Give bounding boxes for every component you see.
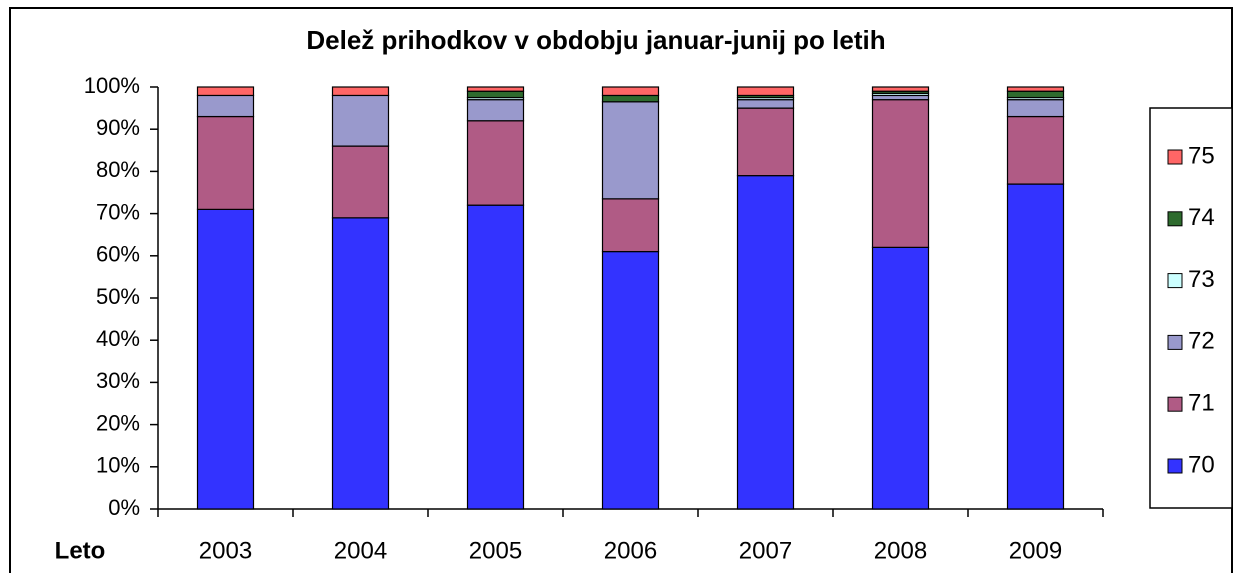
x-tick-label: 2009 [1009,537,1062,564]
chart-title: Delež prihodkov v obdobju januar-junij p… [306,25,885,55]
y-tick-label: 10% [96,453,140,478]
legend-label: 74 [1188,204,1215,231]
legend-swatch [1167,149,1183,165]
legend-label: 70 [1188,451,1215,478]
bar-segment [871,246,930,510]
bar-segment [736,107,795,177]
y-tick-label: 100% [84,73,140,98]
bar-segment [466,120,525,206]
bar-segment [601,86,660,97]
x-tick-label: 2008 [874,537,927,564]
bar-segment [466,204,525,510]
bar-segment [871,99,930,248]
bar-segment [871,94,930,101]
bar-segment [1006,99,1065,118]
bar-segment [601,198,660,253]
legend-swatch [1167,211,1183,227]
x-tick-label: 2007 [739,537,792,564]
y-tick-label: 50% [96,284,140,309]
bar-segment [196,115,255,210]
bar-segment [736,86,795,97]
legend-swatch [1167,396,1183,412]
bar-segment [196,86,255,97]
legend-swatch [1167,334,1183,350]
x-tick-label: 2003 [199,537,252,564]
y-tick-label: 70% [96,199,140,224]
bar-segment [196,94,255,118]
legend-label: 71 [1188,390,1215,417]
bar-segment [466,86,525,92]
legend-box [1149,107,1233,509]
x-tick-label: 2006 [604,537,657,564]
bar-segment [331,217,390,510]
bar-segment [601,101,660,200]
bar-segment [466,90,525,99]
bar-segment [466,99,525,122]
y-tick-label: 40% [96,326,140,351]
y-tick-label: 0% [108,495,140,520]
bar-segment [601,94,660,103]
bar-segment [1006,86,1065,92]
bar-segment [196,208,255,510]
legend-swatch [1167,273,1183,289]
x-axis-title: Leto [55,537,106,564]
bar-segment [1006,183,1065,510]
bar-segment [331,94,390,147]
bar-segment [871,86,930,92]
legend-label: 72 [1188,328,1215,355]
bar-segment [331,145,390,219]
y-tick-label: 90% [96,115,140,140]
y-tick-label: 60% [96,242,140,267]
bar-segment [1006,90,1065,99]
x-tick-label: 2005 [469,537,522,564]
y-tick-label: 30% [96,368,140,393]
legend-swatch [1167,458,1183,474]
bar-segment [736,99,795,109]
y-tick-label: 80% [96,157,140,182]
legend-label: 75 [1188,142,1215,169]
legend-label: 73 [1188,266,1215,293]
bar-segment [1006,115,1065,185]
y-tick-label: 20% [96,410,140,435]
bar-segment [736,175,795,510]
bar-segment [601,250,660,510]
bar-segment [331,86,390,97]
x-tick-label: 2004 [334,537,387,564]
